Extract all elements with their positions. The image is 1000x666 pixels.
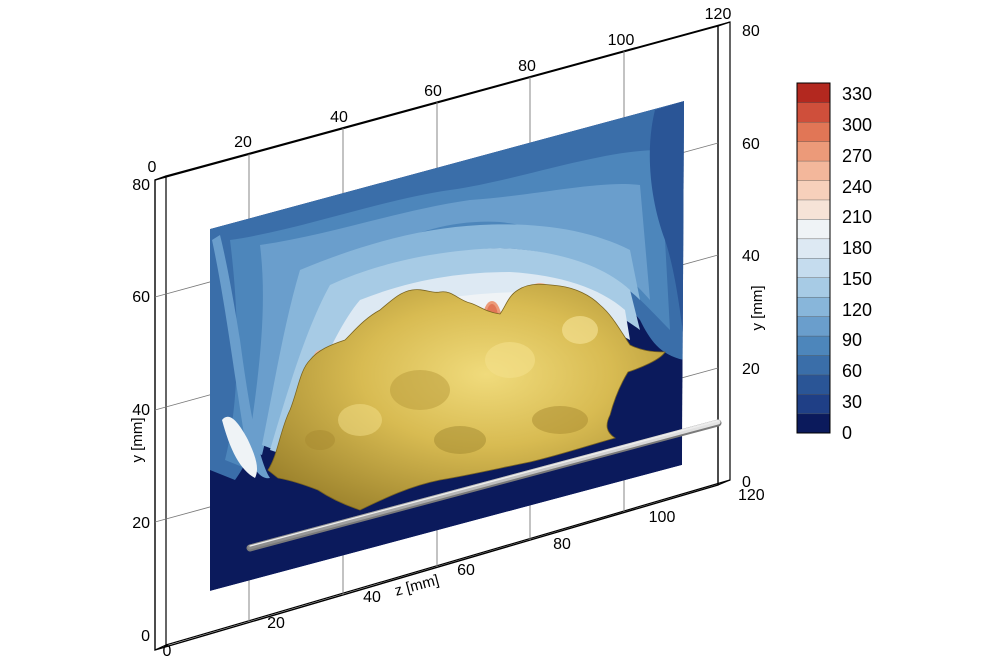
colorbar-swatch: [796, 121, 831, 142]
front-y-axis-label: y [mm]: [129, 418, 146, 463]
colorbar-swatch: [796, 277, 831, 298]
front-y-tick: 40: [132, 402, 150, 419]
colorbar-tick: 180: [842, 238, 872, 258]
bottom-z-axis-label: z [mm]: [393, 572, 441, 600]
right-y-tick: 20: [742, 361, 760, 378]
top-z-axis: 0 20 40 60 80 100 120: [148, 6, 732, 176]
flame-surface: [267, 283, 666, 511]
colorbar-tick: 210: [842, 207, 872, 227]
bottom-z-tick: 40: [363, 589, 381, 606]
colorbar-tick: 240: [842, 177, 872, 197]
front-y-tick: 80: [132, 177, 150, 194]
colorbar-swatch: [796, 393, 831, 415]
bounding-box-edge: [154, 644, 167, 651]
colorbar-tick: 30: [842, 392, 862, 412]
bounding-box-edge: [154, 175, 167, 181]
colorbar: 0 30 60 90 120 150 180 210 240 270 300 3…: [796, 82, 872, 443]
colorbar-swatches: [796, 82, 831, 434]
bottom-z-tick: 60: [457, 562, 475, 579]
colorbar-tick: 150: [842, 269, 872, 289]
colorbar-swatch: [796, 180, 831, 201]
colorbar-swatch: [796, 218, 831, 240]
colorbar-swatch: [796, 257, 831, 278]
colorbar-tick: 60: [842, 361, 862, 381]
top-z-tick: 0: [148, 159, 157, 176]
colorbar-swatch: [796, 82, 831, 103]
top-z-tick: 100: [608, 32, 635, 49]
right-depth-tick: 120: [738, 487, 765, 504]
colorbar-tick: 120: [842, 300, 872, 320]
colorbar-swatch: [796, 335, 831, 356]
top-z-tick: 20: [234, 134, 252, 151]
top-z-tick: 60: [424, 83, 442, 100]
colorbar-swatch: [796, 316, 831, 337]
colorbar-frame: [796, 82, 831, 434]
bottom-z-tick: 0: [163, 643, 172, 660]
colorbar-tick: 90: [842, 330, 862, 350]
colorbar-swatch: [796, 413, 831, 434]
front-y-axis: 0 20 40 60 80: [132, 177, 150, 645]
top-z-tick: 40: [330, 109, 348, 126]
colorbar-swatch: [796, 355, 831, 376]
right-y-tick: 60: [742, 136, 760, 153]
right-y-axis-label: y [mm]: [749, 286, 766, 331]
bottom-z-tick: 80: [553, 536, 571, 553]
right-y-tick: 0: [742, 474, 751, 491]
colorbar-tick: 300: [842, 115, 872, 135]
colorbar-swatch: [796, 374, 831, 395]
right-y-tick: 40: [742, 248, 760, 265]
colorbar-swatch: [796, 160, 831, 181]
bottom-z-tick: 20: [267, 615, 285, 632]
bottom-z-axis: 0 20 40 60 80 100: [163, 509, 676, 660]
front-y-tick: 20: [132, 515, 150, 532]
colorbar-tick: 270: [842, 146, 872, 166]
colorbar-swatch: [796, 238, 831, 259]
colorbar-swatch: [796, 296, 831, 317]
bounding-box-edge: [717, 479, 731, 486]
right-y-axis: 0 20 40 60 80 120: [738, 23, 765, 504]
colorbar-tick: 0: [842, 423, 852, 443]
colorbar-swatch: [796, 199, 831, 220]
top-z-tick: 120: [705, 6, 732, 23]
bounding-box-edge: [717, 21, 731, 27]
colorbar-swatch: [796, 141, 831, 162]
colorbar-swatch: [796, 102, 831, 123]
top-z-tick: 80: [518, 58, 536, 75]
bottom-z-tick: 100: [649, 509, 676, 526]
right-y-tick: 80: [742, 23, 760, 40]
rod: [246, 419, 722, 552]
front-y-tick: 0: [141, 628, 150, 645]
front-y-tick: 60: [132, 289, 150, 306]
colorbar-tick: 330: [842, 84, 872, 104]
